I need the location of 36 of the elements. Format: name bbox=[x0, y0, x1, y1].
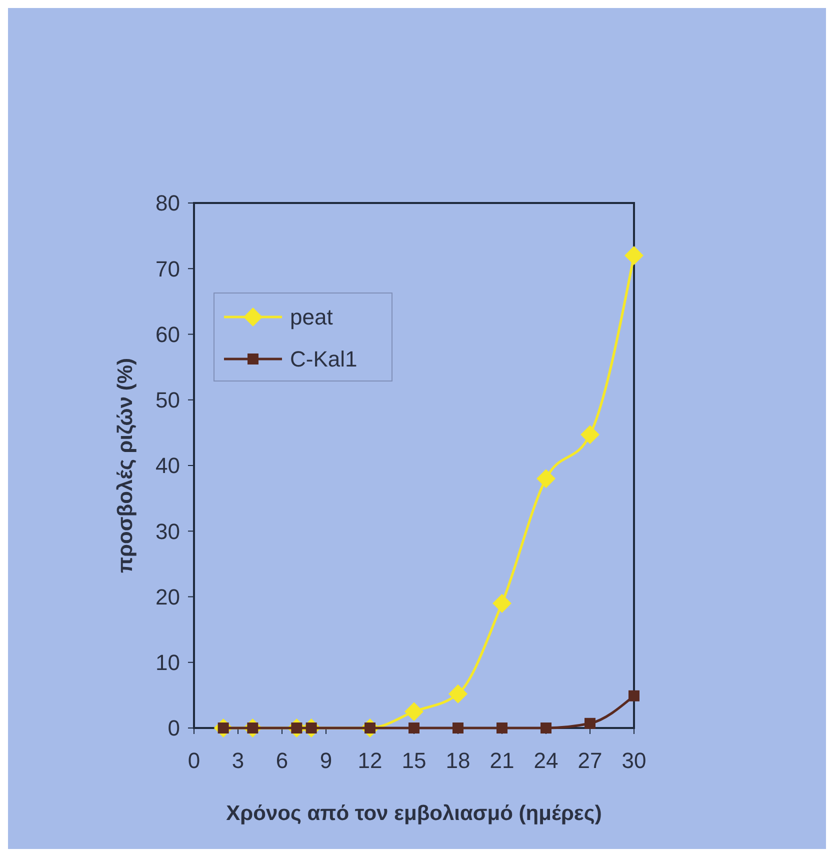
y-tick-label: 70 bbox=[156, 256, 180, 282]
y-tick-label: 0 bbox=[168, 716, 180, 741]
point bbox=[492, 594, 512, 613]
y-tick-label: 80 bbox=[156, 190, 180, 216]
y-tick-label: 50 bbox=[156, 388, 180, 413]
x-tick-label: 0 bbox=[188, 748, 200, 773]
point bbox=[408, 722, 420, 734]
x-tick-label: 30 bbox=[622, 748, 646, 773]
x-tick-label: 15 bbox=[402, 748, 426, 773]
x-tick-label: 9 bbox=[320, 748, 332, 773]
y-tick-label: 20 bbox=[156, 584, 180, 610]
x-axis-title: Χρόνος από τον εμβολιασμό (ημέρες) bbox=[226, 802, 602, 825]
x-tick-label: 24 bbox=[534, 748, 558, 773]
x-tick-label: 21 bbox=[490, 748, 514, 773]
x-tick-label: 27 bbox=[578, 748, 602, 773]
point bbox=[452, 722, 464, 734]
point bbox=[580, 425, 600, 444]
x-tick-label: 3 bbox=[232, 748, 244, 773]
legend-label: C-Kal1 bbox=[290, 346, 358, 372]
point bbox=[536, 469, 556, 488]
y-axis-title: προσβολές ριζών (%) bbox=[114, 358, 137, 574]
y-tick-label: 30 bbox=[156, 518, 180, 544]
point bbox=[404, 702, 424, 722]
point bbox=[624, 246, 644, 265]
x-tick-label: 6 bbox=[276, 748, 288, 773]
point bbox=[628, 690, 640, 702]
point bbox=[496, 722, 508, 734]
y-tick-label: 60 bbox=[156, 322, 180, 347]
legend-label: peat bbox=[290, 304, 333, 330]
point bbox=[540, 722, 552, 734]
y-tick-label: 10 bbox=[156, 650, 180, 676]
y-tick-label: 40 bbox=[156, 453, 180, 478]
x-tick-label: 12 bbox=[358, 748, 382, 773]
point bbox=[448, 684, 468, 704]
point bbox=[584, 718, 596, 729]
x-tick-label: 18 bbox=[446, 748, 470, 773]
